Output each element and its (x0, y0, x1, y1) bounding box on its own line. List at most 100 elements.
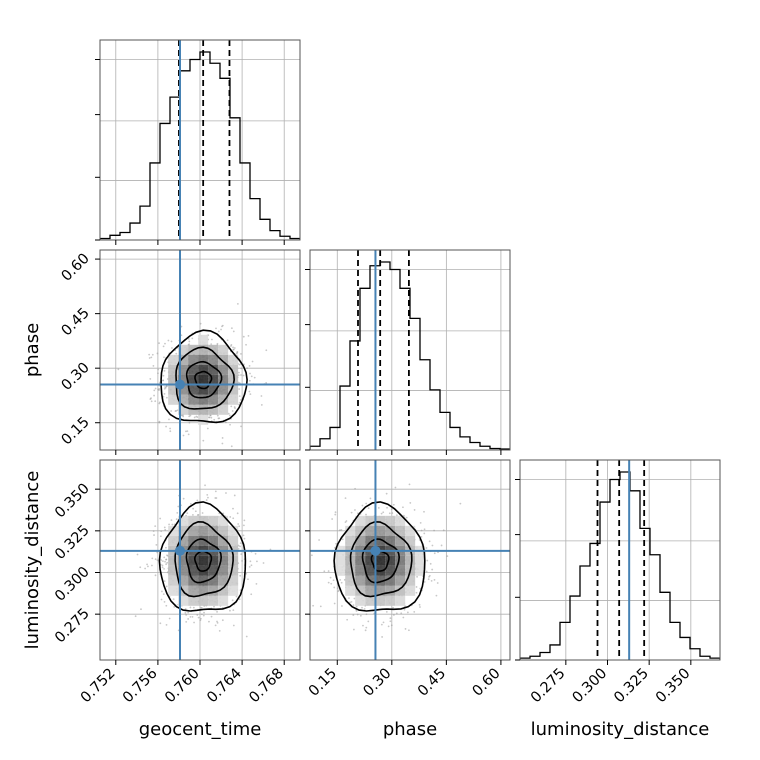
contour-line-0 (333, 501, 426, 612)
sample-point (394, 486, 397, 489)
density-cell (385, 535, 396, 546)
sample-point (161, 560, 164, 563)
density-cell (228, 394, 239, 405)
sample-point (246, 367, 248, 370)
density-cell (208, 585, 219, 596)
sample-point (196, 514, 199, 516)
density-cell (218, 555, 229, 566)
density-cell (178, 575, 189, 586)
density-cell (178, 535, 189, 546)
density-cell (355, 565, 366, 576)
density-cell (345, 535, 356, 546)
sample-point (152, 530, 155, 533)
sample-point (365, 513, 367, 516)
sample-point (165, 585, 168, 588)
density-cell (198, 525, 209, 536)
sample-point (240, 374, 242, 376)
density-cell (355, 585, 366, 596)
density-cell (178, 364, 189, 375)
sample-point (207, 416, 210, 419)
sample-point (230, 327, 233, 330)
contour-line-1 (349, 520, 413, 598)
sample-point (165, 604, 168, 607)
density-cell (208, 515, 219, 526)
sample-point (248, 390, 251, 393)
density-cell (365, 525, 376, 536)
sample-point (310, 554, 313, 557)
density-cell (208, 344, 219, 355)
sample-point (238, 395, 241, 398)
sample-point (185, 620, 188, 623)
sample-point (416, 575, 418, 578)
sample-point (427, 578, 430, 581)
sample-point (213, 418, 216, 421)
sample-point (149, 378, 152, 380)
sample-point (202, 439, 205, 442)
sample-point (327, 581, 330, 584)
sample-point (203, 611, 205, 614)
density-cell (188, 354, 199, 365)
density-cell (385, 575, 396, 586)
density-cell (228, 575, 239, 586)
sample-point (168, 523, 170, 526)
sample-point (181, 414, 184, 417)
sample-point (402, 616, 405, 619)
sample-point (163, 392, 166, 395)
density-cell (198, 535, 209, 546)
sample-point (165, 425, 167, 428)
sample-point (312, 604, 315, 607)
sample-point (365, 613, 368, 616)
sample-point (210, 615, 213, 618)
sample-point (157, 372, 159, 375)
sample-point (392, 614, 395, 616)
panel-frame (309, 249, 511, 451)
sample-point (250, 593, 253, 596)
sample-point (245, 343, 247, 346)
sample-point (165, 396, 168, 399)
sample-point (337, 590, 340, 593)
tick-label-x: 0.764 (204, 666, 245, 707)
sample-point (408, 483, 411, 486)
sample-point (215, 327, 217, 330)
sample-point (214, 490, 217, 493)
sample-point (332, 579, 335, 582)
sample-point (214, 624, 217, 627)
density-cell (228, 525, 239, 536)
sample-point (153, 389, 156, 392)
contour-line-1 (174, 520, 234, 598)
sample-point (165, 563, 168, 566)
sample-point (154, 558, 157, 561)
sample-point (346, 618, 349, 621)
sample-point (230, 405, 233, 408)
density-cell (375, 585, 386, 596)
sample-point (350, 600, 353, 603)
density-cell (218, 535, 229, 546)
sample-point (169, 430, 172, 433)
density-cell (375, 575, 386, 586)
density-cell (395, 535, 406, 546)
sample-point (426, 559, 429, 562)
sample-point (170, 519, 173, 522)
sample-point (256, 560, 258, 563)
contour-line-3 (370, 550, 390, 572)
sample-point (239, 574, 242, 577)
density-cell (198, 394, 209, 405)
sample-point (196, 499, 199, 502)
sample-point (228, 414, 231, 417)
sample-point (243, 537, 246, 540)
sample-point (341, 605, 343, 607)
density-cell (188, 525, 199, 536)
sample-point (233, 347, 236, 349)
sample-point (386, 506, 388, 509)
sample-point (248, 379, 251, 382)
density-cell (395, 525, 406, 536)
sample-point (182, 497, 185, 500)
density-cell (168, 575, 179, 586)
contour-line-0 (160, 329, 248, 424)
sample-point (140, 608, 142, 611)
sample-point (205, 499, 208, 501)
sample-point (348, 597, 350, 599)
sample-point (250, 375, 253, 378)
sample-point (242, 335, 245, 338)
